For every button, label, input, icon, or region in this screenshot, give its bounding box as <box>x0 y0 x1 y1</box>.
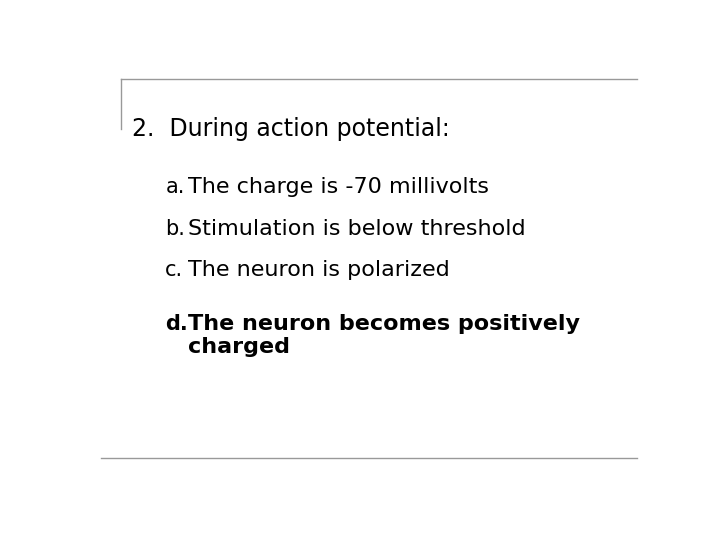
Text: The neuron becomes positively
charged: The neuron becomes positively charged <box>188 314 580 357</box>
Text: d.: d. <box>166 314 188 334</box>
Text: c.: c. <box>166 260 184 280</box>
Text: The neuron is polarized: The neuron is polarized <box>188 260 449 280</box>
Text: b.: b. <box>166 219 185 239</box>
Text: The charge is -70 millivolts: The charge is -70 millivolts <box>188 177 489 197</box>
Text: 2.  During action potential:: 2. During action potential: <box>132 117 449 141</box>
Text: a.: a. <box>166 177 185 197</box>
Text: Stimulation is below threshold: Stimulation is below threshold <box>188 219 526 239</box>
